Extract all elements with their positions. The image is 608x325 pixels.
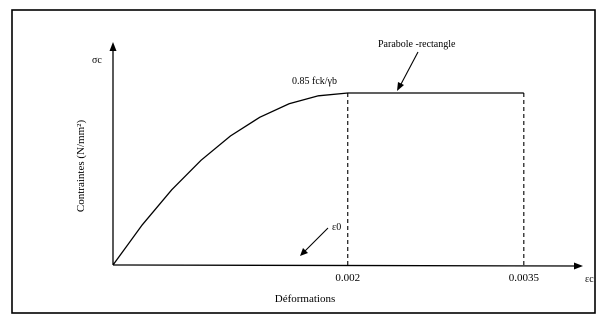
strain-marker-label: ε0 [332,222,341,233]
series-line [112,92,524,266]
curve-name-pointer [399,51,419,87]
y-axis-arrow-icon [109,42,117,51]
figure-frame [11,9,596,314]
x-axis [112,264,578,267]
strain-marker-pointer [303,227,329,253]
y-axis-label: Contraintes (N/mm²) [75,120,87,213]
plateau-label: 0.85 fck/γb [292,76,337,87]
x-axis-arrow-icon [574,262,583,270]
x-tick-label: 0.0035 [509,272,540,284]
x-axis-symbol: εc [585,274,594,285]
x-axis-label: Déformations [275,293,335,305]
curve-name-arrow-icon [397,82,404,91]
y-axis-symbol: σc [92,55,102,66]
curve-name-label: Parabole -rectangle [378,39,456,50]
x-tick-label: 0.002 [335,272,360,284]
strain-marker-arrow-icon [300,248,308,256]
